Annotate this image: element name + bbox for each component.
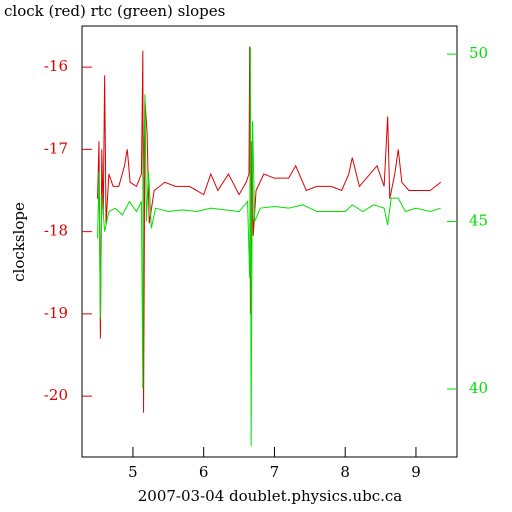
y2-tick-label: 50 <box>469 44 488 62</box>
plot-frame <box>81 25 458 458</box>
y2-tick-label: 45 <box>469 212 488 230</box>
y-tick-label: -18 <box>44 222 68 240</box>
y-tick-label: -20 <box>44 386 68 404</box>
x-tick-label: 5 <box>128 463 138 481</box>
x-tick-label: 9 <box>411 463 421 481</box>
y-tick-label: -17 <box>44 139 68 157</box>
y-tick-label: -16 <box>44 57 68 75</box>
chart-title: clock (red) rtc (green) slopes <box>4 2 225 20</box>
x-tick-label: 8 <box>340 463 350 481</box>
y2-tick-label: 40 <box>469 379 488 397</box>
x-axis-label: 2007-03-04 doublet.physics.ubc.ca <box>138 487 403 505</box>
series-line <box>97 46 442 413</box>
x-tick-label: 6 <box>199 463 209 481</box>
series-line <box>97 47 441 446</box>
y-tick-label: -19 <box>44 304 68 322</box>
x-tick-label: 7 <box>270 463 280 481</box>
y-axis-label: clockslope <box>10 202 28 282</box>
